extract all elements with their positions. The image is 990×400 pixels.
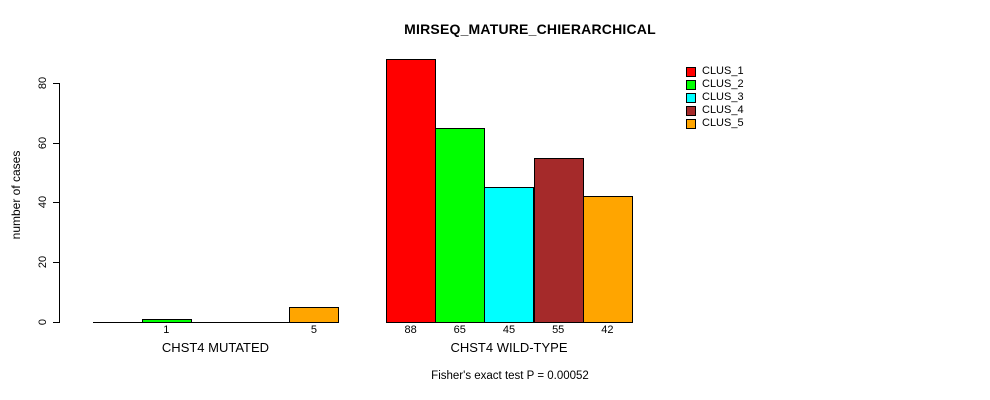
legend-item-clus_4: CLUS_4 <box>686 104 744 117</box>
x-axis-group-label: CHST4 WILD-TYPE <box>450 340 568 355</box>
legend-label: CLUS_5 <box>702 117 744 129</box>
legend: CLUS_1 CLUS_2 CLUS_3 CLUS_4 CLUS_5 <box>686 65 744 130</box>
bar-clus_2 <box>141 319 192 323</box>
y-tick-label: 20 <box>37 256 49 269</box>
legend-label: CLUS_2 <box>702 78 744 90</box>
y-tick-label: 80 <box>37 76 49 89</box>
chart-title: MIRSEQ_MATURE_CHIERARCHICAL <box>404 21 656 37</box>
bar-clus_3 <box>484 187 535 323</box>
y-tick-mark <box>53 202 59 204</box>
bar-value-label: 65 <box>453 324 466 336</box>
x-axis-group-label: CHST4 MUTATED <box>161 340 270 355</box>
legend-item-clus_2: CLUS_2 <box>686 78 744 91</box>
y-tick-mark <box>53 322 59 323</box>
legend-swatch-icon <box>686 105 696 116</box>
bar-clus_4 <box>533 158 584 323</box>
y-axis-line <box>59 82 60 323</box>
legend-swatch-icon <box>686 79 696 90</box>
bar-value-label: 45 <box>502 324 516 336</box>
bar-clus_2 <box>435 128 486 323</box>
bar-clus_5 <box>582 196 633 323</box>
legend-item-clus_1: CLUS_1 <box>686 65 744 78</box>
y-tick-label: 0 <box>37 318 49 326</box>
bar-value-label: 5 <box>310 324 317 336</box>
bar-value-label: 88 <box>404 324 417 336</box>
y-tick-mark <box>53 82 59 84</box>
bar-value-label: 42 <box>601 324 614 336</box>
legend-swatch-icon <box>686 118 696 129</box>
y-tick-mark <box>53 142 59 144</box>
legend-swatch-icon <box>686 92 696 103</box>
group-baseline <box>92 322 339 323</box>
legend-label: CLUS_1 <box>702 65 744 77</box>
legend-label: CLUS_3 <box>702 91 744 103</box>
y-tick-label: 40 <box>37 196 49 209</box>
annotation-fisher-test: Fisher's exact test P = 0.00052 <box>431 370 589 382</box>
bar-value-label: 1 <box>163 324 170 336</box>
y-axis-label: number of cases <box>9 150 23 240</box>
bar-clus_1 <box>386 59 436 323</box>
legend-swatch-icon <box>686 66 696 77</box>
legend-label: CLUS_4 <box>702 104 744 116</box>
legend-item-clus_5: CLUS_5 <box>686 117 744 130</box>
y-tick-label: 60 <box>37 136 49 149</box>
bar-clus_5 <box>289 307 340 323</box>
legend-item-clus_3: CLUS_3 <box>686 91 744 104</box>
y-tick-mark <box>53 262 59 264</box>
bar-value-label: 55 <box>552 324 565 336</box>
